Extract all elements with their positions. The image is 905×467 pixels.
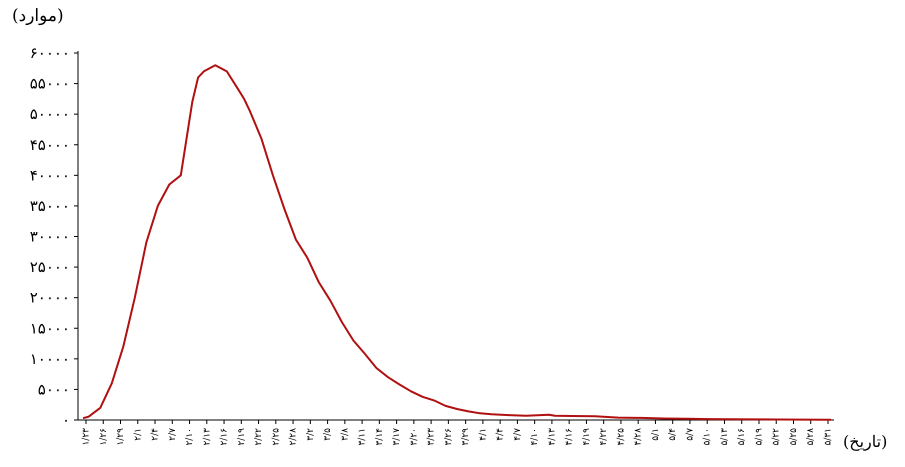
x-tick-label: ۳/۲۰	[409, 428, 419, 446]
x-tick-label: ۵/۷	[685, 428, 695, 441]
y-tick-label: ۳۰۰۰۰	[30, 228, 70, 246]
x-tick-label: ۴/۲۲	[599, 428, 609, 446]
x-tick-label: ۲/۲۲	[254, 428, 264, 446]
x-tick-label: ۴/۲۸	[634, 428, 644, 446]
x-tick-label: ۲/۱۳	[202, 428, 212, 446]
x-tick-label: ۴/۱۳	[547, 428, 557, 446]
x-tick-label: ۳/۲۹	[461, 428, 471, 446]
x-tick-label: ۲/۱۹	[237, 428, 247, 446]
x-tick-label: ۳/۸	[340, 428, 350, 441]
x-tick-label: ۲/۲۸	[289, 428, 299, 446]
x-tick-label: ۱/۲۶	[99, 428, 109, 446]
x-tick-label: ۵/۳۱	[824, 428, 834, 446]
y-tick-label: ۲۰۰۰۰	[30, 289, 70, 307]
series-group	[82, 64, 832, 421]
y-tick-label: ۵۰۰۰	[38, 380, 70, 398]
x-tick-label: ۴/۱۹	[582, 428, 592, 446]
y-ticks: ۰ ۵۰۰۰ ۱۰۰۰۰ ۱۵۰۰۰ ۲۰۰۰۰ ۲۵۰۰۰ ۳۰۰۰۰ ۳۵۰۰۰ ۴۰۰۰۰…	[30, 44, 78, 429]
x-tick-label: ۵/۴	[668, 428, 678, 441]
x-tick-label: ۳/۲۶	[444, 428, 454, 446]
x-ticks: ۱/۲۳ ۱/۲۶ ۱/۲۹ ۲/۱ ۲/۴ ۲/۷ ۲/۱۰ ۲/۱۳ ۲/۱۶ ۲/۱۹ ۲/۲…	[82, 420, 834, 446]
x-tick-label: ۵/۱۰	[703, 428, 713, 446]
y-tick-label: ۱۵۰۰۰	[30, 319, 70, 337]
y-tick-label: ۴۰۰۰۰	[30, 166, 70, 184]
x-tick-label: ۳/۱۱	[358, 428, 368, 446]
y-tick-label: ۳۵۰۰۰	[30, 197, 70, 215]
x-tick-label: ۴/۲۵	[616, 428, 626, 446]
x-tick-label: ۳/۲	[306, 428, 316, 441]
y-tick-label: ۲۵۰۰۰	[30, 258, 70, 276]
x-tick-label: ۴/۱	[478, 428, 488, 441]
x-tick-label: ۵/۱۶	[737, 428, 747, 446]
x-tick-label: ۴/۴	[496, 428, 506, 441]
x-tick-label: ۲/۱	[133, 428, 143, 441]
y-axis-label: (موارد)	[12, 6, 64, 26]
y-tick-label: ۶۰۰۰۰	[30, 44, 70, 62]
x-tick-label: ۵/۱	[651, 428, 661, 441]
y-tick-label: ۱۰۰۰۰	[30, 350, 70, 368]
x-tick-label: ۴/۷	[513, 428, 523, 441]
x-tick-label: ۵/۱۳	[720, 428, 730, 446]
x-tick-label: ۲/۴	[151, 428, 161, 441]
x-tick-label: ۳/۵	[323, 428, 333, 441]
x-tick-label: ۲/۱۰	[185, 428, 195, 446]
x-tick-label: ۳/۱۷	[392, 428, 402, 446]
x-tick-label: ۴/۱۶	[565, 428, 575, 446]
y-tick-label: ۵۰۰۰۰	[30, 105, 70, 123]
y-tick-label: ۵۵۰۰۰	[30, 75, 70, 93]
x-tick-label: ۲/۲۵	[271, 428, 281, 446]
x-tick-label: ۲/۷	[168, 428, 178, 441]
x-tick-label: ۴/۱۰	[530, 428, 540, 446]
x-tick-label: ۵/۲۸	[806, 428, 816, 446]
x-axis-label: (تاریخ)	[843, 432, 888, 451]
y-tick-label: ۴۵۰۰۰	[30, 136, 70, 154]
x-tick-label: ۱/۲۹	[116, 428, 126, 446]
x-tick-label: ۳/۱۴	[375, 428, 385, 446]
x-tick-label: ۵/۱۹	[754, 428, 764, 446]
x-tick-label: ۱/۲۳	[82, 428, 92, 446]
x-tick-label: ۳/۲۳	[427, 428, 437, 446]
y-tick-label: ۰	[62, 411, 70, 429]
x-tick-label: ۲/۱۶	[220, 428, 230, 446]
x-tick-label: ۵/۲۲	[772, 428, 782, 446]
series-line	[82, 64, 832, 421]
x-tick-label: ۵/۲۵	[789, 428, 799, 446]
